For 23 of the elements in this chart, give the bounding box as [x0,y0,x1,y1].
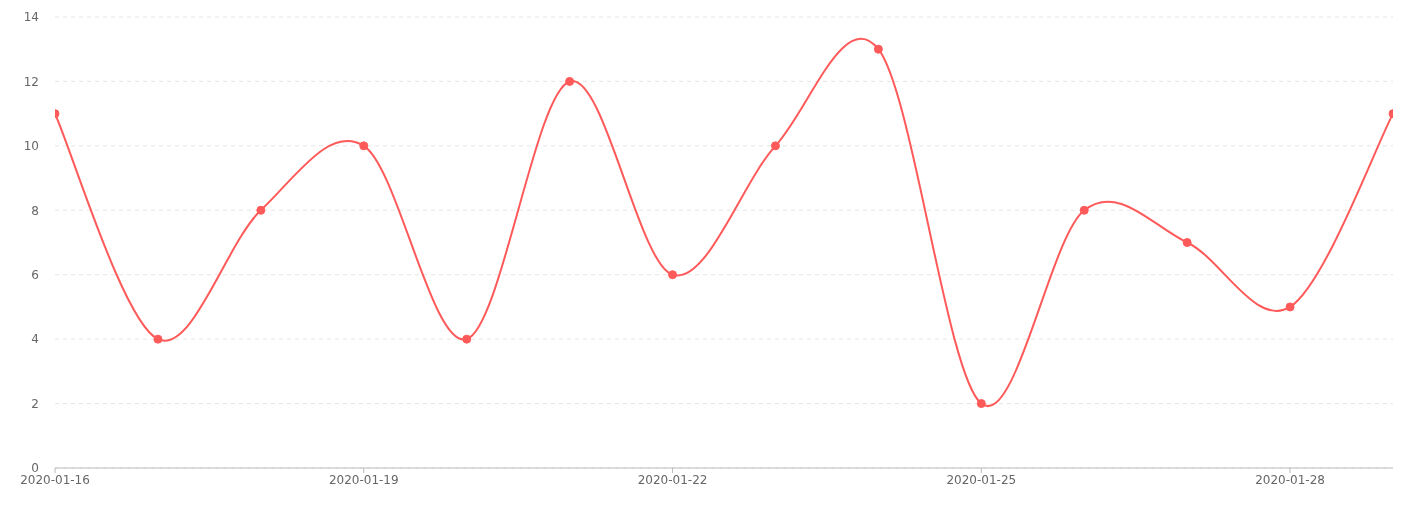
point [359,141,369,151]
y-tick-label: 8 [31,203,39,218]
point [1079,205,1089,215]
y-tick-label: 6 [31,267,39,282]
y-tick-label: 14 [23,10,39,25]
x-tick-label: 2020-01-22 [637,472,708,487]
point [770,141,780,151]
x-tick-label: 2020-01-25 [946,472,1017,487]
point [976,399,986,409]
point [1182,238,1192,247]
x-tick-label: 2020-01-28 [1255,472,1325,487]
point [565,76,575,86]
y-tick-label: 4 [31,332,39,347]
point [1285,302,1295,312]
y-tick-label: 10 [23,139,39,154]
point [873,44,883,54]
point [462,334,472,344]
point [153,334,163,344]
x-tick-label: 2020-01-19 [328,472,399,487]
y-tick-label: 2 [31,396,39,411]
point [256,205,266,215]
point [668,270,678,280]
y-tick-label: 12 [23,74,39,89]
